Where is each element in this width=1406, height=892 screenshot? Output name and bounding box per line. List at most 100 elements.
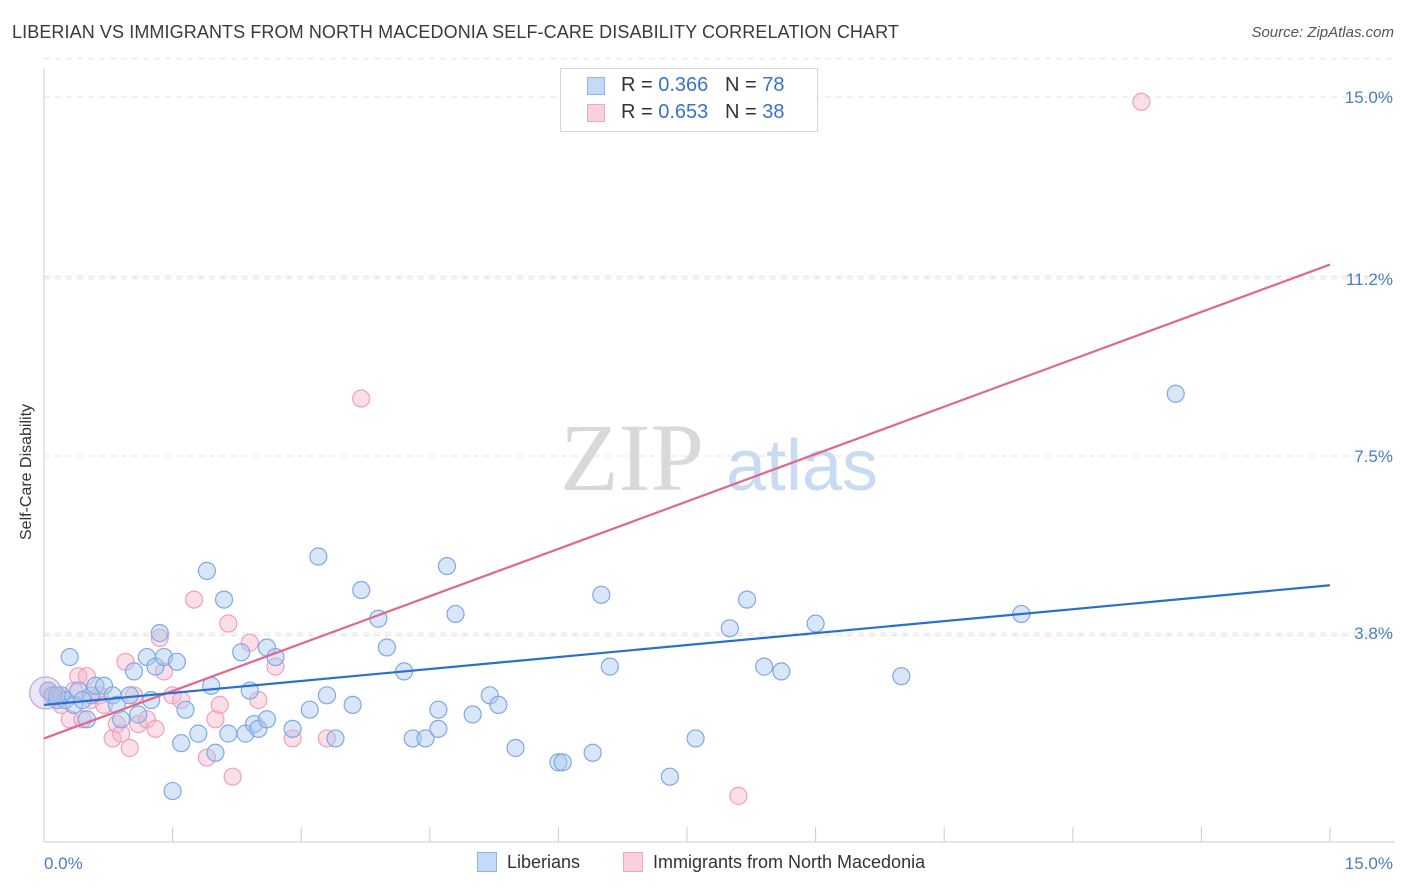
data-point-liberians (283, 719, 302, 738)
data-point-liberians (437, 556, 457, 576)
data-point-liberians (755, 657, 774, 676)
bottom-legend-label: Immigrants from North Macedonia (653, 852, 926, 872)
y-axis-label: Self-Care Disability (18, 403, 35, 540)
data-point-macedonia (283, 729, 302, 748)
tick-labels: 3.8% 7.5% 11.2% 15.0% 0.0% 15.0% (44, 88, 1393, 873)
data-point-macedonia (223, 767, 242, 786)
data-point-liberians (583, 743, 602, 762)
data-point-liberians (60, 647, 79, 667)
data-point-macedonia (352, 389, 371, 408)
data-point-liberians (352, 580, 371, 600)
watermark: ZIP atlas (560, 404, 878, 511)
chart-title: LIBERIAN VS IMMIGRANTS FROM NORTH MACEDO… (12, 22, 899, 42)
data-point-macedonia (120, 738, 139, 758)
gridlines (44, 58, 1395, 636)
data-point-liberians (189, 724, 208, 743)
stats-legend: R = 0.366 N = 78 R = 0.653 N = 38 (560, 68, 818, 132)
watermark-atlas: atlas (726, 426, 878, 506)
data-point-liberians (429, 700, 448, 719)
x-tick-label: 15.0% (1345, 854, 1393, 873)
data-point-liberians (429, 719, 448, 738)
data-point-liberians (124, 662, 144, 681)
data-point-liberians (129, 705, 148, 724)
legend-text: R = 0.653 N = 38 (621, 101, 785, 123)
data-point-liberians (257, 710, 277, 729)
data-point-liberians (206, 743, 225, 762)
data-point-liberians (463, 705, 482, 724)
data-point-liberians (176, 700, 195, 719)
n-value: 38 (762, 101, 785, 123)
y-axis-label-wrap: Self-Care Disability (18, 404, 38, 740)
y-tick-label: 3.8% (1354, 624, 1393, 643)
trend-line-macedonia (43, 263, 1331, 740)
data-point-liberians (403, 729, 422, 748)
data-point-cluster (29, 676, 63, 710)
data-point-macedonia (184, 590, 204, 609)
bottom-legend-liberians: Liberians (477, 852, 580, 876)
x-tick-label: 0.0% (44, 854, 83, 873)
data-point-macedonia (163, 686, 182, 705)
data-point-macedonia (154, 662, 174, 681)
data-point-macedonia (197, 748, 216, 767)
data-point-liberians (232, 643, 251, 662)
data-point-liberians (300, 700, 319, 719)
r-value: 0.366 (658, 74, 709, 96)
data-point-liberians (489, 695, 508, 715)
data-point-liberians (326, 729, 345, 748)
data-point-liberians (343, 695, 362, 715)
axes (43, 68, 1395, 843)
data-point-liberians (553, 753, 572, 772)
bottom-legend-label: Liberians (507, 852, 581, 872)
data-point-liberians (506, 738, 525, 758)
data-point-liberians (377, 638, 397, 657)
data-point-macedonia (112, 724, 131, 743)
blue-series-points (29, 384, 1185, 801)
legend-text: R = 0.366 N = 78 (621, 74, 785, 96)
data-point-liberians (549, 753, 568, 772)
data-point-liberians (197, 561, 216, 580)
trend-line-liberians (43, 584, 1331, 707)
data-point-liberians (806, 614, 825, 633)
data-point-macedonia (1132, 92, 1151, 111)
data-point-liberians (416, 729, 435, 748)
r-value: 0.653 (658, 101, 709, 123)
data-point-liberians (660, 767, 679, 786)
watermark-zip: ZIP (560, 404, 704, 511)
data-point-liberians (317, 686, 337, 705)
source-credit: Source: ZipAtlas.com (1251, 24, 1394, 41)
data-point-macedonia (206, 710, 225, 729)
data-point-macedonia (103, 729, 122, 748)
data-point-liberians (309, 547, 328, 566)
data-point-liberians (163, 781, 182, 801)
bottom-legend-swatch-blue (477, 852, 497, 872)
data-point-liberians (686, 729, 705, 748)
y-tick-label: 11.2% (1346, 270, 1393, 289)
data-point-macedonia (129, 714, 148, 734)
n-value: 78 (762, 74, 785, 96)
data-point-liberians (772, 662, 791, 681)
data-point-liberians (592, 585, 611, 604)
data-point-macedonia (266, 657, 285, 676)
data-point-liberians (446, 604, 465, 624)
data-point-macedonia (210, 695, 229, 715)
data-point-liberians (150, 624, 169, 643)
legend-swatch-blue (587, 77, 605, 95)
data-point-liberians (214, 590, 234, 609)
data-point-macedonia (729, 786, 748, 805)
data-point-liberians (167, 652, 186, 671)
data-point-liberians (219, 724, 238, 743)
data-point-liberians (720, 619, 739, 638)
data-point-macedonia (150, 628, 169, 647)
data-point-macedonia (219, 614, 238, 633)
legend-swatch-pink (587, 104, 605, 122)
bottom-legend-swatch-pink (623, 852, 643, 872)
data-point-liberians (600, 657, 619, 676)
trend-lines (43, 263, 1331, 740)
y-tick-label: 15.0% (1345, 88, 1393, 107)
pink-series-points (39, 92, 1151, 805)
data-point-liberians (737, 590, 757, 609)
bottom-legend-macedonia: Immigrants from North Macedonia (623, 852, 925, 876)
data-point-liberians (172, 734, 191, 753)
data-point-macedonia (146, 719, 165, 738)
